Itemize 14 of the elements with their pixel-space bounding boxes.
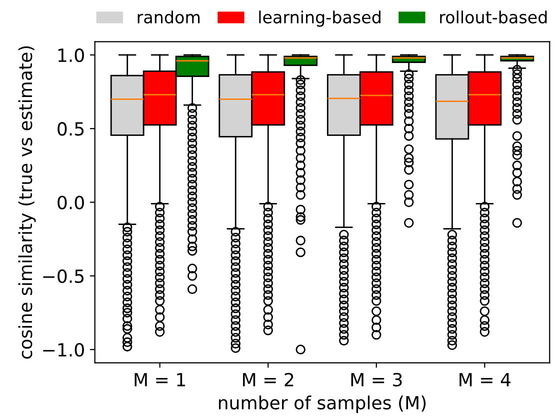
legend-label: learning-based <box>259 10 380 27</box>
y-tick-label: 0.0 <box>58 196 84 210</box>
legend-label: random <box>138 10 200 24</box>
y-axis-title: cosine similarity (true vs estimate) <box>18 46 36 359</box>
x-tick-label: M = 3 <box>351 372 402 386</box>
y-tick-label: 1.0 <box>58 48 84 62</box>
x-axis-title: number of samples (M) <box>218 396 426 414</box>
y-tick-label: −0.5 <box>43 269 84 284</box>
legend-label: rollout-based <box>440 10 547 24</box>
y-tick-label: 0.5 <box>58 122 84 136</box>
x-tick-label: M = 1 <box>134 373 185 386</box>
y-tick-label: −1.0 <box>43 342 84 357</box>
x-tick-label: M = 2 <box>243 372 294 386</box>
x-tick-label: M = 4 <box>460 373 510 386</box>
